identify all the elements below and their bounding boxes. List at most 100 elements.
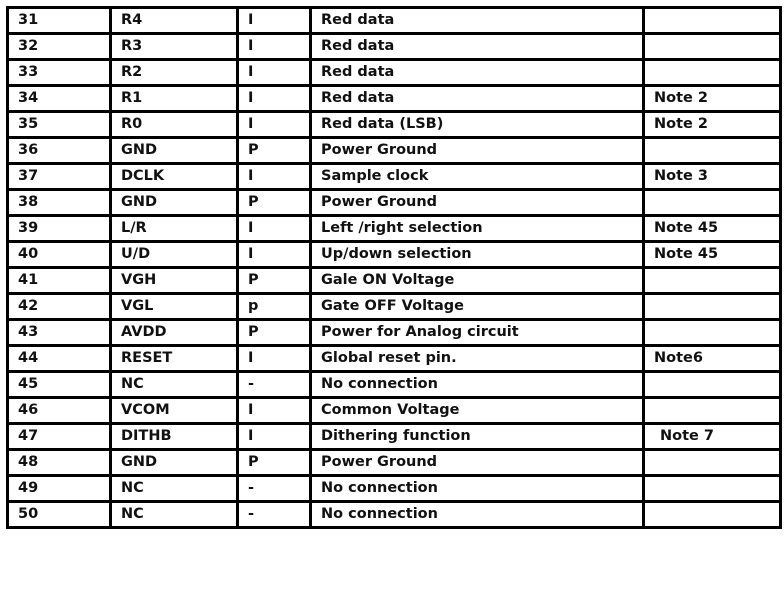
cell-pin: 31 [6,6,112,35]
cell-remark: Note 3 [642,162,782,191]
table-row: 48 GND P Power Ground [6,448,782,477]
table-row: 49 NC - No connection [6,474,782,503]
cell-io: P [236,448,312,477]
cell-function: Red data [309,6,645,35]
cell-io: I [236,84,312,113]
cell-remark [642,500,782,529]
cell-symbol: GND [109,188,239,217]
table-row: 43 AVDD P Power for Analog circuit [6,318,782,347]
table-row: 35 R0 I Red data (LSB) Note 2 [6,110,782,139]
cell-symbol: GND [109,136,239,165]
cell-io: I [236,32,312,61]
cell-remark [642,6,782,35]
cell-remark: Note 2 [642,84,782,113]
cell-remark [642,448,782,477]
cell-remark: Note 2 [642,110,782,139]
cell-remark [642,396,782,425]
cell-remark [642,32,782,61]
cell-remark [642,58,782,87]
cell-function: Power Ground [309,448,645,477]
cell-io: P [236,266,312,295]
cell-symbol: R1 [109,84,239,113]
cell-symbol: GND [109,448,239,477]
cell-io: P [236,318,312,347]
cell-function: Power Ground [309,136,645,165]
cell-io: I [236,214,312,243]
cell-pin: 42 [6,292,112,321]
cell-io: I [236,110,312,139]
cell-io: P [236,188,312,217]
cell-io: I [236,6,312,35]
cell-symbol: DITHB [109,422,239,451]
cell-symbol: VGH [109,266,239,295]
cell-symbol: R2 [109,58,239,87]
table-row: 47 DITHB I Dithering function Note 7 [6,422,782,451]
cell-pin: 41 [6,266,112,295]
cell-io: - [236,500,312,529]
table-row: 33 R2 I Red data [6,58,782,87]
cell-symbol: DCLK [109,162,239,191]
table-row: 34 R1 I Red data Note 2 [6,84,782,113]
cell-function: Up/down selection [309,240,645,269]
pin-assignment-table: 31 R4 I Red data 32 R3 I Red data 33 R2 I Red data 3… [6,6,782,529]
cell-symbol: R4 [109,6,239,35]
cell-pin: 40 [6,240,112,269]
table-row: 38 GND P Power Ground [6,188,782,217]
cell-io: I [236,162,312,191]
cell-remark [642,292,782,321]
cell-io: I [236,58,312,87]
cell-pin: 44 [6,344,112,373]
cell-function: Power for Analog circuit [309,318,645,347]
table-row: 40 U/D I Up/down selection Note 45 [6,240,782,269]
cell-pin: 38 [6,188,112,217]
cell-function: Gate OFF Voltage [309,292,645,321]
table-row: 31 R4 I Red data [6,6,782,35]
cell-remark [642,318,782,347]
table-row: 46 VCOM I Common Voltage [6,396,782,425]
cell-symbol: VGL [109,292,239,321]
cell-symbol: R0 [109,110,239,139]
cell-function: Red data [309,58,645,87]
cell-function: Common Voltage [309,396,645,425]
cell-function: No connection [309,500,645,529]
table-row: 50 NC - No connection [6,500,782,529]
table-row: 36 GND P Power Ground [6,136,782,165]
cell-function: Gale ON Voltage [309,266,645,295]
cell-symbol: VCOM [109,396,239,425]
cell-symbol: NC [109,370,239,399]
cell-symbol: L/R [109,214,239,243]
cell-io: - [236,370,312,399]
cell-pin: 36 [6,136,112,165]
cell-symbol: RESET [109,344,239,373]
cell-function: Power Ground [309,188,645,217]
cell-function: Red data [309,32,645,61]
cell-remark: Note 45 [642,214,782,243]
table-row: 45 NC - No connection [6,370,782,399]
cell-pin: 33 [6,58,112,87]
cell-io: - [236,474,312,503]
cell-symbol: AVDD [109,318,239,347]
cell-pin: 46 [6,396,112,425]
cell-symbol: NC [109,500,239,529]
cell-remark [642,266,782,295]
cell-function: Red data (LSB) [309,110,645,139]
cell-pin: 32 [6,32,112,61]
cell-remark [642,136,782,165]
cell-symbol: NC [109,474,239,503]
cell-remark [642,370,782,399]
cell-remark [642,474,782,503]
cell-symbol: R3 [109,32,239,61]
cell-function: Sample clock [309,162,645,191]
cell-function: Left /right selection [309,214,645,243]
cell-io: I [236,396,312,425]
cell-pin: 50 [6,500,112,529]
cell-function: No connection [309,370,645,399]
cell-io: I [236,240,312,269]
cell-io: p [236,292,312,321]
table-row: 32 R3 I Red data [6,32,782,61]
cell-symbol: U/D [109,240,239,269]
cell-pin: 43 [6,318,112,347]
cell-function: Global reset pin. [309,344,645,373]
table-row: 37 DCLK I Sample clock Note 3 [6,162,782,191]
cell-pin: 39 [6,214,112,243]
